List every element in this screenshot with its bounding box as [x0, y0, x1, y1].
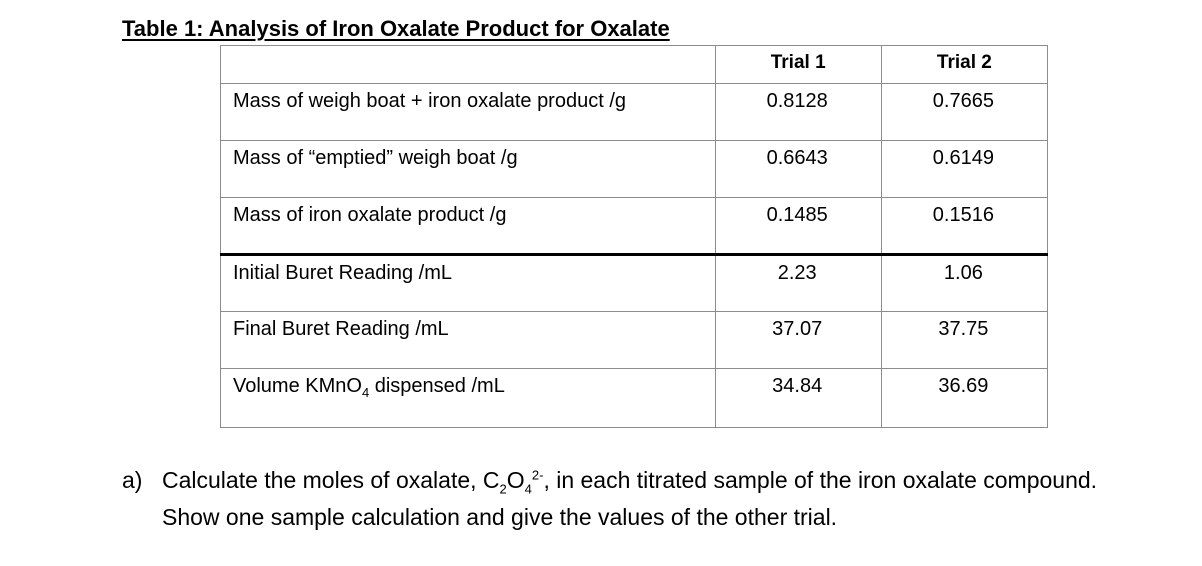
- data-table: Trial 1 Trial 2 Mass of weigh boat + iro…: [220, 45, 1049, 428]
- row-label-subscript: 4: [361, 385, 370, 400]
- question-text-pre: Calculate the moles of oxalate, C: [162, 467, 500, 493]
- question-a: a) Calculate the moles of oxalate, C2O42…: [122, 462, 1122, 536]
- table-row: Final Buret Reading /mL 37.07 37.75: [220, 311, 1049, 369]
- table-row: Mass of “emptied” weigh boat /g 0.6643 0…: [220, 140, 1049, 198]
- header-trial-1: Trial 1: [714, 45, 882, 84]
- trial-2-value: 36.69: [880, 368, 1049, 428]
- header-empty: [220, 45, 716, 84]
- question-marker: a): [122, 467, 143, 493]
- header-trial-2: Trial 2: [880, 45, 1049, 84]
- row-label: Volume KMnO4 dispensed /mL: [220, 368, 716, 428]
- table-row: Mass of weigh boat + iron oxalate produc…: [220, 83, 1049, 141]
- row-label: Initial Buret Reading /mL: [220, 253, 716, 312]
- formula-subscript-1: 2: [499, 481, 507, 497]
- trial-2-value: 0.7665: [880, 83, 1049, 141]
- trial-2-value: 37.75: [880, 311, 1049, 369]
- trial-1-value: 0.1485: [714, 197, 882, 255]
- row-label: Mass of “emptied” weigh boat /g: [220, 140, 716, 198]
- trial-2-value: 0.6149: [880, 140, 1049, 198]
- trial-1-value: 0.6643: [714, 140, 882, 198]
- table-row: Initial Buret Reading /mL 2.23 1.06: [220, 253, 1049, 312]
- trial-1-value: 34.84: [714, 368, 882, 428]
- row-label-pre: Volume KMnO: [233, 375, 362, 397]
- trial-1-value: 37.07: [714, 311, 882, 369]
- row-label: Mass of weigh boat + iron oxalate produc…: [220, 83, 716, 141]
- trial-1-value: 0.8128: [714, 83, 882, 141]
- table-title: Table 1: Analysis of Iron Oxalate Produc…: [122, 16, 670, 41]
- question-text: Calculate the moles of oxalate, C2O42-, …: [162, 462, 1122, 536]
- table-row: Volume KMnO4 dispensed /mL 34.84 36.69: [220, 368, 1049, 428]
- trial-2-value: 0.1516: [880, 197, 1049, 255]
- row-label: Final Buret Reading /mL: [220, 311, 716, 369]
- formula-charge: 2-: [531, 467, 544, 483]
- question-text-post: , in each titrated sample of the iron ox…: [162, 467, 1098, 530]
- formula-oxygen: O: [506, 467, 525, 493]
- trial-1-value: 2.23: [714, 253, 882, 312]
- trial-2-value: 1.06: [880, 253, 1049, 312]
- table-row: Mass of iron oxalate product /g 0.1485 0…: [220, 197, 1049, 255]
- formula-subscript-2: 4: [524, 481, 532, 497]
- row-label: Mass of iron oxalate product /g: [220, 197, 716, 255]
- table-header-row: Trial 1 Trial 2: [220, 45, 1049, 84]
- row-label-post: dispensed /mL: [369, 375, 505, 397]
